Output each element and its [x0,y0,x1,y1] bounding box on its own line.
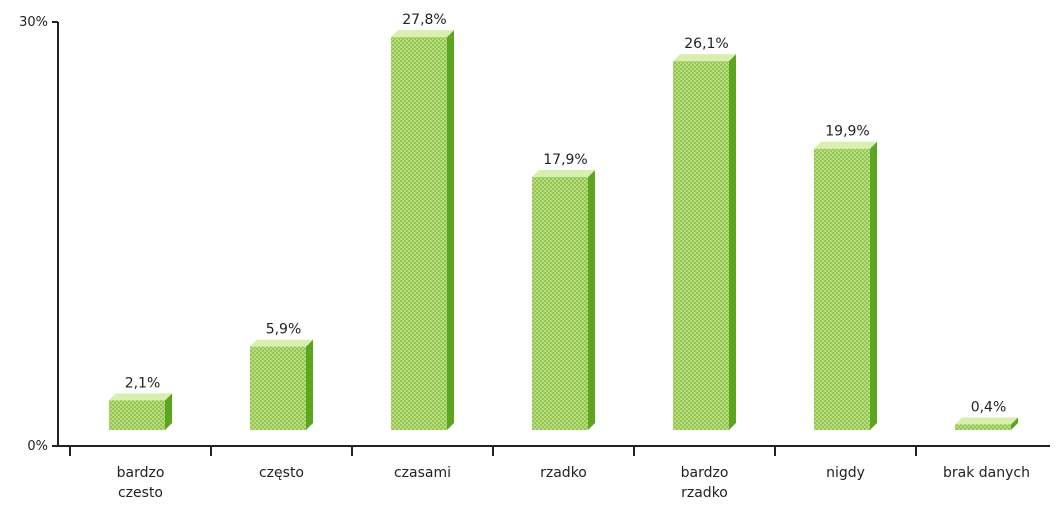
category-label-line: często [259,465,304,481]
y-tick-label: 0% [27,439,48,454]
y-tick-label: 30% [19,15,48,30]
bar [109,400,165,430]
bar-side [729,54,736,431]
bar-side [870,141,877,430]
bar-top [391,30,454,38]
category-label: bardzo czesto [117,465,165,501]
data-label: 27,8% [402,12,446,28]
bar-side [165,393,172,430]
category-label: brak danych [943,465,1030,481]
category-label-line: nigdy [826,465,865,481]
data-label: 19,9% [825,124,869,140]
bar [673,61,729,431]
y-ticks: 0% 30% [19,15,58,454]
bar-side [447,30,454,431]
bar [391,37,447,431]
category-label: nigdy [826,465,865,481]
category-label: rzadko [540,465,587,481]
category-label-line: czasami [394,465,451,481]
data-label: 2,1% [125,375,161,391]
bar-side [1011,417,1018,430]
category-label-line: rzadko [540,465,587,481]
data-label: 0,4% [971,399,1007,415]
category-label: często [259,465,304,481]
bar-top [673,54,736,62]
data-label: 26,1% [684,36,728,52]
bar-top [814,141,877,149]
bar-top [250,339,313,347]
category-label-line: rzadko [681,485,728,501]
category-label-line: bardzo [681,465,729,481]
bar-top [955,417,1018,425]
bar-side [306,339,313,430]
category-labels: bardzo czesto często czasami rzadko bardzo rza… [117,465,1030,501]
value-labels: 2,1% 5,9% 27,8% 17,9% 26,1% 19,9% 0,4% [125,12,1007,415]
bar-top [532,170,595,178]
category-label-line: brak danych [943,465,1030,481]
data-label: 17,9% [543,152,587,168]
bar [814,148,870,430]
bar [250,346,306,430]
bar-top [109,393,172,401]
bar-side [588,170,595,430]
x-ticks [69,446,917,456]
bar [955,424,1011,430]
bars-layer [109,30,1018,431]
data-label: 5,9% [266,322,302,338]
category-label-line: bardzo [117,465,165,481]
category-label: czasami [394,465,451,481]
category-label-line: czesto [118,485,163,501]
bar [532,177,588,430]
category-label: bardzo rzadko [681,465,729,501]
